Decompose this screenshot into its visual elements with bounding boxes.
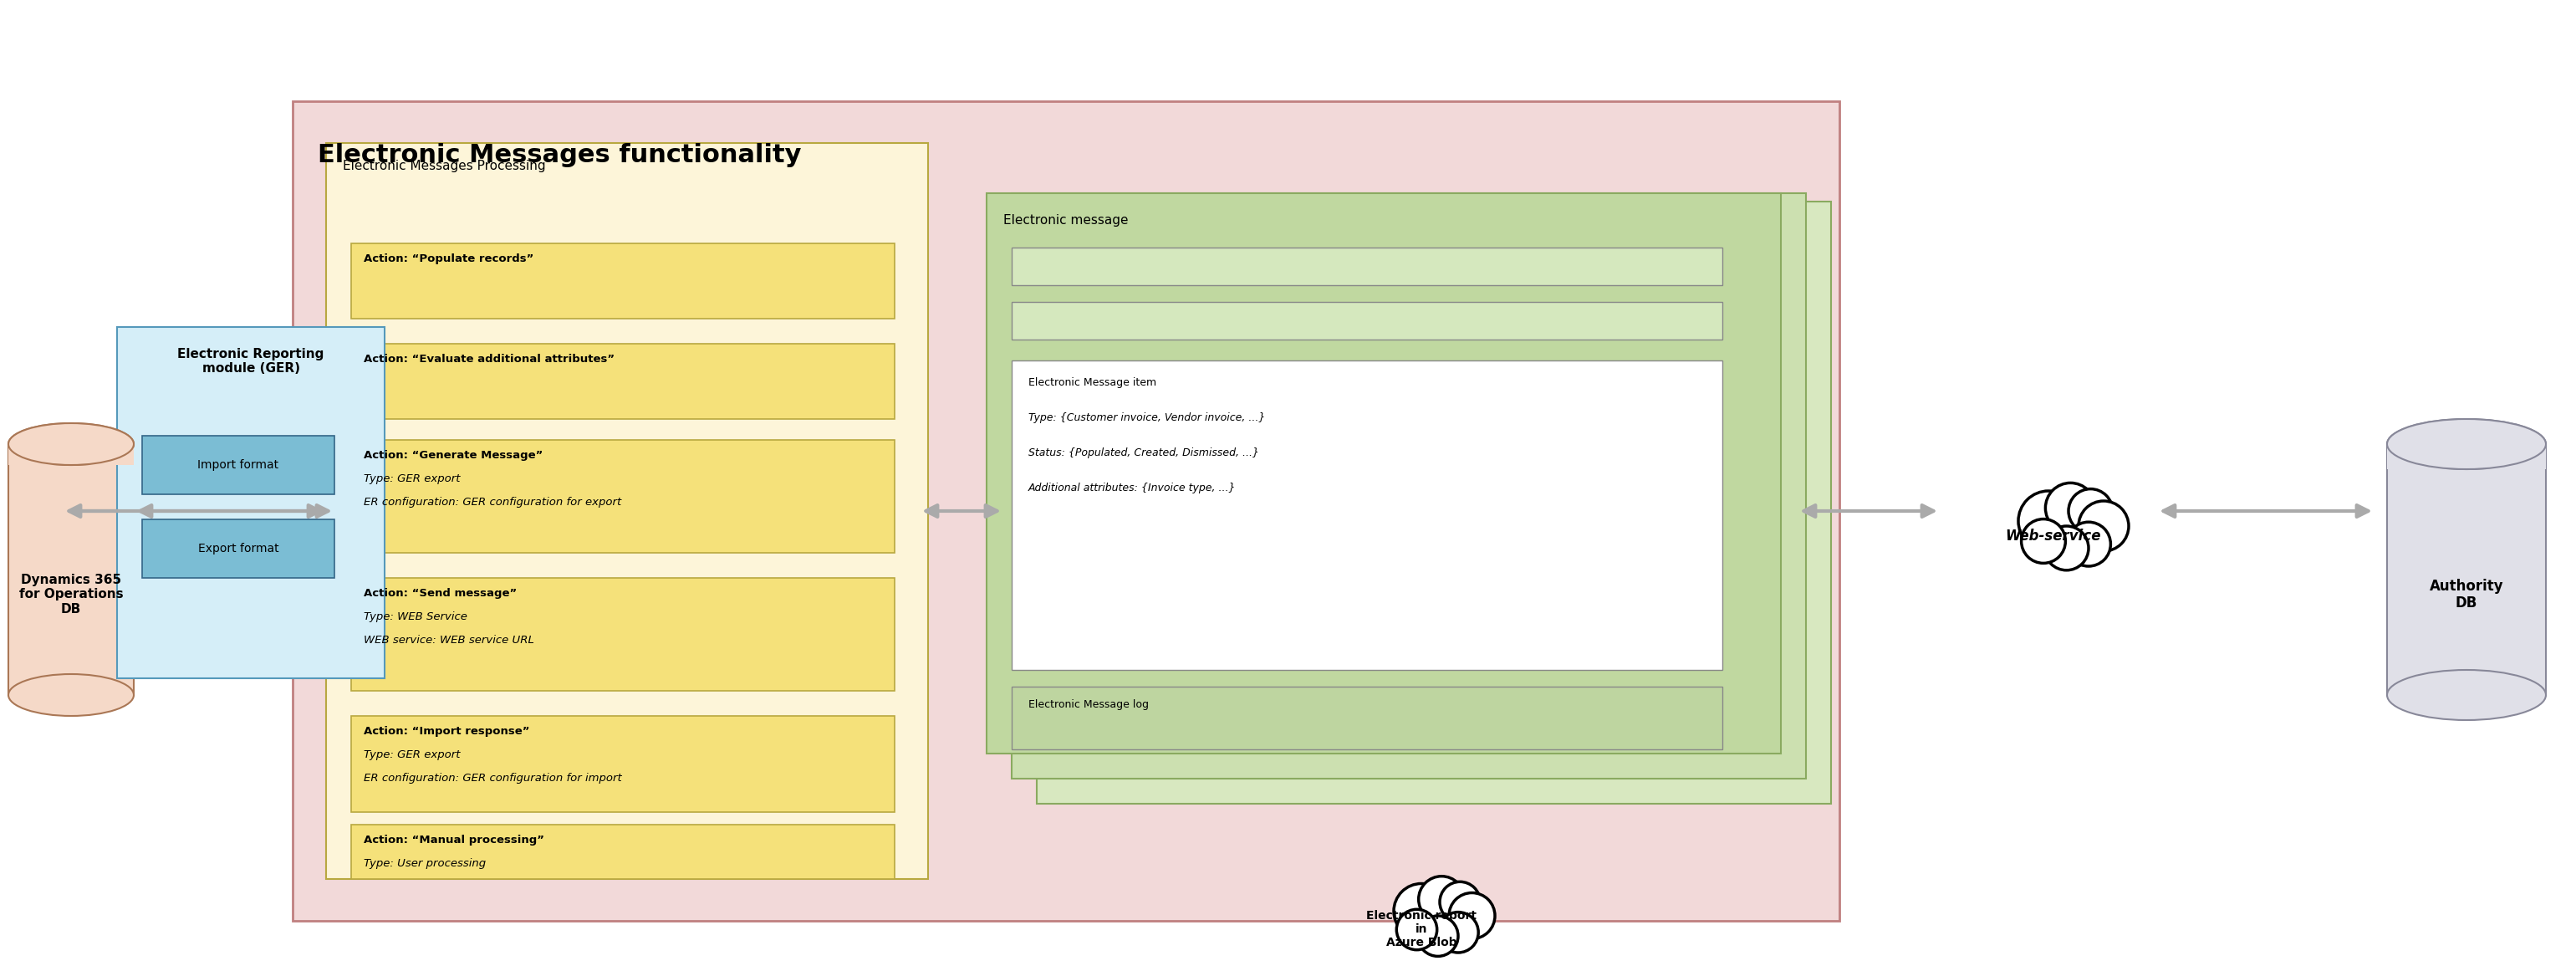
Text: Action: “Import response”: Action: “Import response”	[363, 726, 531, 737]
Text: Status: {Populated, Created, Dismissed, ...}: Status: {Populated, Created, Dismissed, …	[1028, 448, 1260, 458]
FancyBboxPatch shape	[1012, 193, 1806, 779]
Text: Action: “Manual processing”: Action: “Manual processing”	[363, 835, 544, 846]
FancyBboxPatch shape	[350, 578, 894, 690]
Circle shape	[2069, 489, 2112, 533]
FancyBboxPatch shape	[1012, 302, 1723, 340]
FancyBboxPatch shape	[294, 101, 1839, 921]
Circle shape	[2079, 501, 2128, 552]
Text: Import format: Import format	[198, 459, 278, 471]
FancyBboxPatch shape	[1012, 248, 1723, 285]
Text: ER configuration: GER configuration for import: ER configuration: GER configuration for …	[363, 773, 621, 784]
Text: Web-service: Web-service	[2004, 528, 2099, 544]
Ellipse shape	[8, 423, 134, 465]
FancyBboxPatch shape	[142, 436, 335, 494]
Text: WEB service: WEB service URL: WEB service: WEB service URL	[363, 635, 533, 646]
Text: Additional attributes: {Invoice type, ...}: Additional attributes: {Invoice type, ..…	[1028, 483, 1236, 493]
Circle shape	[1448, 892, 1494, 939]
FancyBboxPatch shape	[350, 344, 894, 419]
Circle shape	[2066, 522, 2110, 566]
Bar	[2388, 444, 2545, 469]
Text: Electronic Message log: Electronic Message log	[1028, 699, 1149, 710]
Text: Electronic Reporting
module (GER): Electronic Reporting module (GER)	[178, 348, 325, 375]
Text: Electronic message: Electronic message	[1002, 214, 1128, 226]
FancyBboxPatch shape	[350, 244, 894, 318]
FancyBboxPatch shape	[1012, 360, 1723, 670]
Circle shape	[2045, 483, 2097, 533]
Ellipse shape	[2388, 419, 2545, 469]
Circle shape	[2022, 519, 2066, 563]
FancyBboxPatch shape	[327, 143, 927, 879]
Text: Action: “Evaluate additional attributes”: Action: “Evaluate additional attributes”	[363, 353, 616, 365]
Text: Electronic Message item: Electronic Message item	[1028, 377, 1157, 388]
Text: Action: “Populate records”: Action: “Populate records”	[363, 253, 533, 264]
Bar	[8, 444, 134, 695]
FancyBboxPatch shape	[1036, 202, 1832, 804]
Circle shape	[1437, 912, 1479, 953]
Ellipse shape	[8, 674, 134, 716]
Circle shape	[2020, 491, 2079, 552]
FancyBboxPatch shape	[350, 440, 894, 552]
Text: Electronic report
in
Azure Blob: Electronic report in Azure Blob	[1365, 910, 1476, 949]
Text: Electronic Messages functionality: Electronic Messages functionality	[317, 143, 801, 167]
Text: Electronic Messages Processing: Electronic Messages Processing	[343, 160, 546, 172]
Circle shape	[2045, 526, 2089, 570]
Text: ER configuration: GER configuration for export: ER configuration: GER configuration for …	[363, 497, 621, 508]
Text: Authority
DB: Authority DB	[2429, 579, 2504, 611]
Ellipse shape	[8, 423, 134, 465]
Circle shape	[1440, 882, 1481, 922]
Circle shape	[1417, 916, 1458, 956]
FancyBboxPatch shape	[350, 716, 894, 812]
Ellipse shape	[2388, 419, 2545, 469]
Text: Dynamics 365
for Operations
DB: Dynamics 365 for Operations DB	[18, 574, 124, 616]
Circle shape	[1419, 876, 1466, 922]
FancyBboxPatch shape	[116, 327, 384, 679]
Text: Type: User processing: Type: User processing	[363, 858, 487, 869]
Text: Type: {Customer invoice, Vendor invoice, ...}: Type: {Customer invoice, Vendor invoice,…	[1028, 413, 1265, 423]
Text: Type: WEB Service: Type: WEB Service	[363, 612, 466, 622]
FancyBboxPatch shape	[142, 519, 335, 578]
Bar	[2388, 444, 2545, 695]
FancyBboxPatch shape	[1012, 686, 1723, 750]
Text: Export format: Export format	[198, 543, 278, 554]
Text: Type: GER export: Type: GER export	[363, 474, 461, 485]
Circle shape	[1396, 910, 1437, 950]
Ellipse shape	[2388, 670, 2545, 720]
Bar	[8, 444, 134, 465]
Text: Type: GER export: Type: GER export	[363, 750, 461, 760]
FancyBboxPatch shape	[350, 824, 894, 879]
Text: Action: “Generate Message”: Action: “Generate Message”	[363, 450, 544, 461]
Text: Action: “Send message”: Action: “Send message”	[363, 588, 518, 599]
Circle shape	[1394, 884, 1448, 939]
FancyBboxPatch shape	[987, 193, 1780, 753]
